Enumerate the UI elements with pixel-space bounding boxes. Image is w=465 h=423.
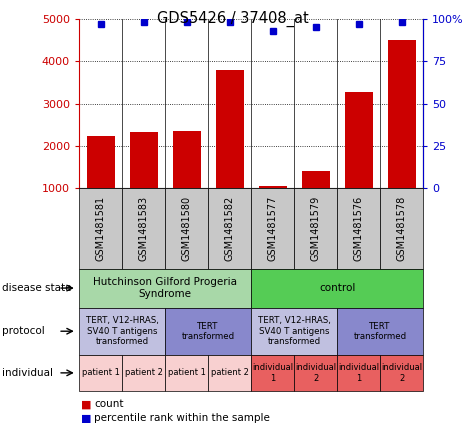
Text: individual: individual [2, 368, 53, 378]
Text: GSM1481583: GSM1481583 [139, 196, 149, 261]
Text: patient 1: patient 1 [168, 368, 206, 377]
Text: GSM1481580: GSM1481580 [181, 196, 192, 261]
Bar [173, 131, 200, 231]
Text: GDS5426 / 37408_at: GDS5426 / 37408_at [157, 11, 308, 27]
Text: individual
1: individual 1 [252, 363, 293, 382]
Text: control: control [319, 283, 355, 293]
Text: Hutchinson Gilford Progeria
Syndrome: Hutchinson Gilford Progeria Syndrome [93, 277, 237, 299]
Bar [302, 171, 330, 231]
Text: GSM1481581: GSM1481581 [95, 196, 106, 261]
Text: ■: ■ [81, 413, 92, 423]
Text: ■: ■ [81, 399, 92, 409]
Bar [345, 92, 372, 231]
Text: percentile rank within the sample: percentile rank within the sample [94, 413, 270, 423]
Text: protocol: protocol [2, 326, 45, 336]
Bar [259, 186, 286, 231]
Text: count: count [94, 399, 124, 409]
Text: individual
2: individual 2 [295, 363, 336, 382]
Text: patient 2: patient 2 [125, 368, 162, 377]
Bar [86, 136, 114, 231]
Text: individual
1: individual 1 [338, 363, 379, 382]
Bar [388, 40, 416, 231]
Bar [216, 70, 244, 231]
Text: TERT
transformed: TERT transformed [353, 321, 407, 341]
Bar [130, 132, 158, 231]
Text: TERT, V12-HRAS,
SV40 T antigens
transformed: TERT, V12-HRAS, SV40 T antigens transfor… [86, 316, 159, 346]
Text: GSM1481579: GSM1481579 [311, 196, 321, 261]
Text: GSM1481582: GSM1481582 [225, 196, 235, 261]
Text: TERT
transformed: TERT transformed [181, 321, 235, 341]
Text: GSM1481578: GSM1481578 [397, 196, 407, 261]
Text: disease state: disease state [2, 283, 72, 293]
Text: patient 2: patient 2 [211, 368, 248, 377]
Text: GSM1481577: GSM1481577 [267, 196, 278, 261]
Text: individual
2: individual 2 [381, 363, 422, 382]
Text: TERT, V12-HRAS,
SV40 T antigens
transformed: TERT, V12-HRAS, SV40 T antigens transfor… [258, 316, 331, 346]
Text: GSM1481576: GSM1481576 [353, 196, 364, 261]
Text: patient 1: patient 1 [82, 368, 120, 377]
